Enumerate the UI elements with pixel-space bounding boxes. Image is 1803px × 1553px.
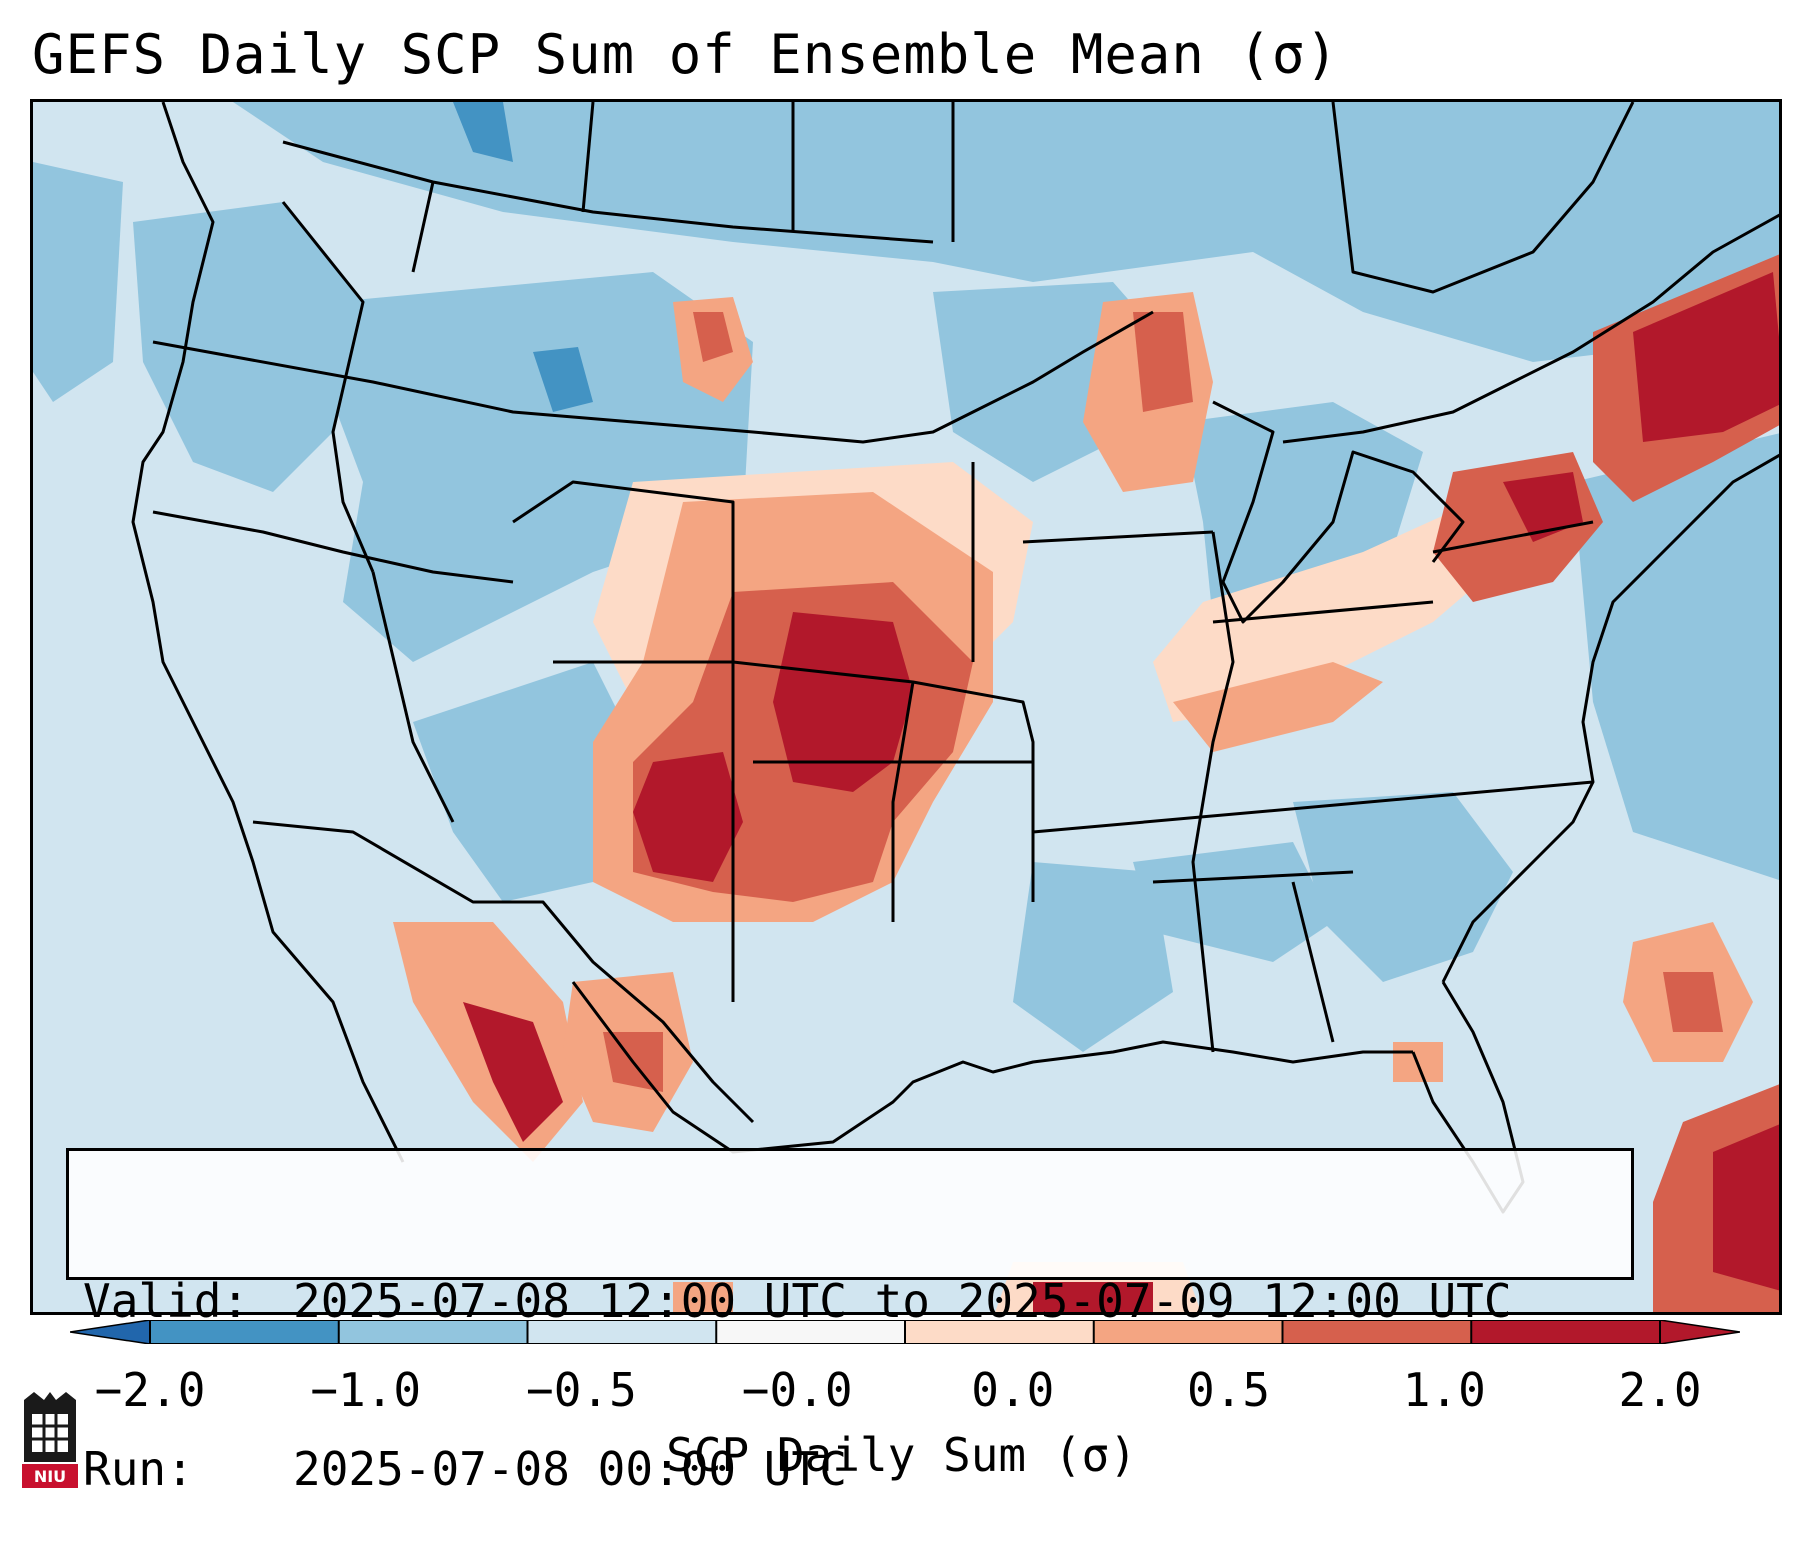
valid-label: Valid: — [83, 1274, 250, 1328]
colorbar-tick-label: 0.0 — [971, 1363, 1055, 1417]
colorbar-over-triangle — [1659, 1320, 1740, 1344]
anomaly-region-montana-spot-core — [693, 312, 733, 362]
anomaly-region-canada-north — [233, 102, 1779, 362]
border-states-central-2 — [891, 681, 915, 922]
anomaly-region-great-basin — [413, 662, 633, 902]
coastline-gulf-mexico — [571, 981, 1413, 1154]
anomaly-region-tn-band — [1173, 662, 1383, 752]
anomaly-region-nw-mexico-core — [463, 1002, 563, 1142]
anomaly-region-gulf-louisiana — [1013, 862, 1173, 1052]
border-states-east-3 — [1152, 870, 1354, 884]
colorbar-tick-label: 0.5 — [1187, 1363, 1271, 1417]
border-us-canada-east — [1282, 213, 1779, 444]
colorbar-tick-label: 2.0 — [1618, 1363, 1702, 1417]
great-lakes-outline — [1212, 400, 1465, 624]
border-states-west-4 — [512, 480, 735, 662]
colorbar-label: SCP Daily Sum (σ) — [666, 1428, 1137, 1482]
anomaly-region-atlantic-mid-core — [1663, 972, 1723, 1032]
map-title: GEFS Daily SCP Sum of Ensemble Mean (σ) — [32, 23, 1339, 86]
colorbar-segment — [1093, 1320, 1283, 1344]
strong-negative-layer — [453, 102, 593, 412]
colorbar-segment — [1471, 1320, 1661, 1344]
anomaly-region-pa-core — [1503, 472, 1583, 542]
colorbar-outline — [149, 1320, 1661, 1344]
anomaly-region-atlantic-north — [1573, 433, 1779, 881]
run-value: 2025-07-08 00:00 UTC — [293, 1442, 847, 1496]
colorbar-segment — [527, 1320, 717, 1344]
anomaly-region-carolinas — [1293, 792, 1513, 982]
map-canvas — [33, 102, 1779, 1312]
border-us-mexico — [252, 820, 755, 1124]
colorbar-tick-label: −0.5 — [526, 1363, 637, 1417]
border-states-central-3 — [553, 660, 735, 1002]
colorbar-segments — [149, 1320, 1661, 1344]
border-states-east-4 — [1291, 881, 1335, 1043]
anomaly-region-gulf-south-core — [1033, 1282, 1153, 1312]
colorbar — [70, 1320, 1740, 1344]
coastline-east — [1441, 453, 1779, 983]
border-states-west-2 — [371, 571, 455, 823]
colorbar-segment — [150, 1320, 340, 1344]
logo-text: NIU — [34, 1467, 66, 1486]
border-us-canada — [152, 310, 1154, 444]
border-states-central-6 — [1022, 530, 1214, 544]
colorbar-tick-label: −0.0 — [741, 1363, 853, 1417]
niu-logo: NIU — [22, 1392, 78, 1488]
border-canada-east — [1331, 102, 1635, 294]
valid-value: 2025-07-08 12:00 UTC to 2025-07-09 12:00… — [293, 1274, 1512, 1328]
anomaly-region-pacific-nw — [133, 202, 363, 492]
border-states-west-1 — [281, 201, 375, 573]
border-canada-prairies-3 — [581, 102, 595, 213]
border-states-east-2 — [1032, 780, 1594, 834]
border-canada-prairies-1 — [282, 140, 934, 244]
negative-anomaly-layer — [33, 102, 1779, 1052]
border-states-east-6 — [1212, 600, 1434, 624]
colorbar-segment — [338, 1320, 528, 1344]
anomaly-region-wisconsin-core — [1133, 312, 1193, 412]
border-canada-prairies-2 — [411, 181, 435, 273]
valid-run-info-box: Valid: 2025-07-08 12:00 UTC to 2025-07-09… — [66, 1148, 1634, 1496]
anomaly-region-northern-rockies — [333, 272, 753, 662]
border-states-west-3 — [152, 510, 514, 584]
colorbar-segment — [716, 1320, 906, 1344]
anomaly-region-far-west — [33, 162, 123, 402]
border-states-east-5 — [1432, 520, 1594, 554]
colorbar-tick-label: 1.0 — [1402, 1363, 1486, 1417]
anomaly-region-wyoming-strong — [533, 347, 593, 412]
map-panel[interactable] — [30, 99, 1782, 1315]
anomaly-region-new-england-core — [1633, 272, 1779, 442]
colorbar-segment — [905, 1320, 1095, 1344]
run-row: Run: 2025-07-08 00:00 UTC — [83, 1441, 1617, 1497]
anomaly-region-new-mexico-core — [633, 752, 743, 882]
anomaly-region-alabama — [1133, 842, 1333, 962]
run-label: Run: — [83, 1442, 194, 1496]
anomaly-region-alberta-strong — [453, 102, 513, 162]
border-states-central-1 — [732, 660, 1035, 902]
colorbar-tick-label: −2.0 — [94, 1363, 206, 1417]
border-states-east-1 — [1191, 531, 1235, 1053]
valid-row: Valid: 2025-07-08 12:00 UTC to 2025-07-09… — [83, 1273, 1617, 1329]
coastline-west — [131, 102, 405, 1163]
anomaly-region-atlantic-south-core — [1713, 1124, 1779, 1291]
anomaly-region-oklahoma-core — [773, 612, 913, 792]
colorbar-segment — [1282, 1320, 1472, 1344]
colorbar-tick-label: −1.0 — [310, 1363, 422, 1417]
colorbar-under-triangle — [70, 1320, 151, 1344]
anomaly-region-sw-lower — [673, 1282, 733, 1312]
